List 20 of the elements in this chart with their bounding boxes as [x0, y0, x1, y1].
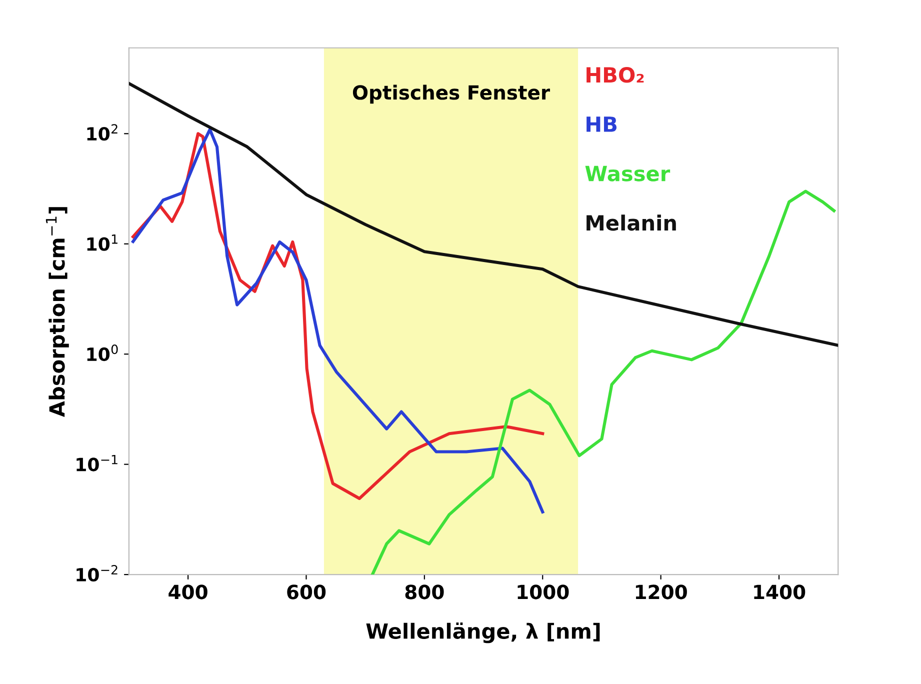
x-tick-label: 1200 [636, 584, 687, 600]
x-tick-label: 1400 [754, 584, 806, 600]
y-axis-title: Absorption [cm$^{−1}$] [46, 207, 69, 418]
x-axis-title: Wellenlänge, λ [nm] [366, 622, 600, 644]
y-tick-label: 10$^{2}$ [87, 124, 118, 141]
text: Melanin [586, 214, 676, 231]
text: HB [586, 116, 617, 132]
x-tick-label: 1000 [518, 584, 569, 600]
line-series [370, 190, 836, 575]
y-tick-label: 10$^{−2}$ [76, 564, 118, 582]
x-tick-label: 800 [405, 584, 444, 600]
y-tick-label: 10$^{−1}$ [76, 454, 118, 472]
text: HBO₂ [586, 67, 644, 83]
y-tick-label: 10$^{0}$ [87, 344, 118, 362]
text: Wasser [585, 166, 670, 182]
band-label: Optisches Fenster [352, 84, 550, 104]
x-tick-label: 600 [287, 584, 326, 600]
line-series [128, 82, 838, 347]
x-tick-label: 400 [168, 584, 208, 600]
y-tick-label: 10$^{1}$ [87, 234, 118, 251]
